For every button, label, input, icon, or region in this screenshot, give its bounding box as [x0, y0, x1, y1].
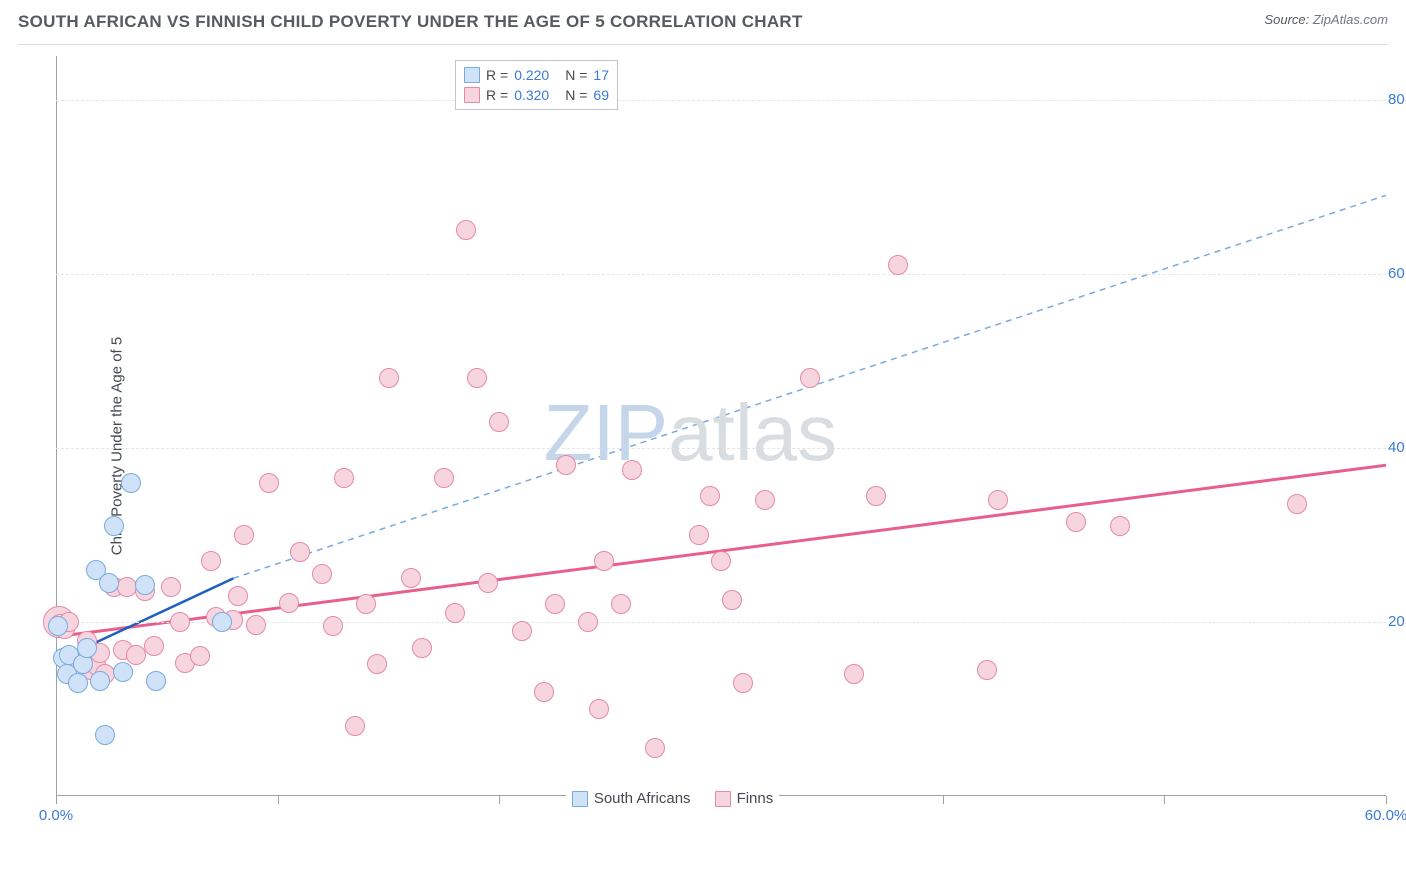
scatter-marker [259, 473, 279, 493]
gridline-h [56, 100, 1386, 101]
x-tick [278, 796, 279, 804]
scatter-marker [977, 660, 997, 680]
scatter-marker [334, 468, 354, 488]
gridline-h [56, 274, 1386, 275]
scatter-marker [135, 575, 155, 595]
gridline-h [56, 448, 1386, 449]
scatter-marker [755, 490, 775, 510]
legend-swatch [572, 791, 588, 807]
scatter-marker [611, 594, 631, 614]
scatter-marker [312, 564, 332, 584]
scatter-marker [445, 603, 465, 623]
x-tick-label: 0.0% [39, 807, 73, 824]
scatter-marker [689, 525, 709, 545]
legend-item: Finns [715, 790, 774, 807]
scatter-marker [1066, 512, 1086, 532]
scatter-marker [1287, 494, 1307, 514]
scatter-marker [48, 616, 68, 636]
chart-header: SOUTH AFRICAN VS FINNISH CHILD POVERTY U… [18, 12, 1388, 45]
watermark: ZIPatlas [544, 387, 837, 479]
legend-swatch [464, 87, 480, 103]
chart-source: Source: ZipAtlas.com [1264, 12, 1388, 27]
y-tick-label: 40.0% [1380, 439, 1406, 456]
scatter-marker [589, 699, 609, 719]
scatter-marker [77, 638, 97, 658]
stats-row: R =0.220N =17 [464, 65, 609, 85]
legend-swatch [464, 67, 480, 83]
scatter-marker [467, 368, 487, 388]
scatter-marker [279, 593, 299, 613]
scatter-marker [534, 682, 554, 702]
legend-item: South Africans [572, 790, 691, 807]
y-tick-label: 80.0% [1380, 91, 1406, 108]
chart-title: SOUTH AFRICAN VS FINNISH CHILD POVERTY U… [18, 12, 803, 32]
source-value: ZipAtlas.com [1313, 12, 1388, 27]
scatter-marker [170, 612, 190, 632]
scatter-marker [345, 716, 365, 736]
scatter-marker [722, 590, 742, 610]
scatter-marker [144, 636, 164, 656]
scatter-marker [90, 671, 110, 691]
legend-swatch [715, 791, 731, 807]
x-tick [56, 796, 57, 804]
scatter-marker [95, 725, 115, 745]
trend-lines-layer [56, 56, 1386, 826]
scatter-marker [68, 673, 88, 693]
scatter-marker [489, 412, 509, 432]
scatter-marker [201, 551, 221, 571]
scatter-marker [412, 638, 432, 658]
scatter-marker [733, 673, 753, 693]
scatter-marker [888, 255, 908, 275]
scatter-marker [478, 573, 498, 593]
scatter-marker [161, 577, 181, 597]
scatter-marker [190, 646, 210, 666]
x-tick-label: 60.0% [1365, 807, 1406, 824]
scatter-marker [622, 460, 642, 480]
scatter-marker [290, 542, 310, 562]
source-label: Source: [1264, 12, 1312, 27]
scatter-marker [356, 594, 376, 614]
scatter-marker [401, 568, 421, 588]
scatter-marker [988, 490, 1008, 510]
scatter-marker [545, 594, 565, 614]
scatter-marker [246, 615, 266, 635]
scatter-marker [711, 551, 731, 571]
scatter-plot: 20.0%40.0%60.0%80.0%0.0%60.0%ZIPatlasR =… [56, 56, 1386, 826]
x-tick [943, 796, 944, 804]
scatter-marker [456, 220, 476, 240]
scatter-marker [866, 486, 886, 506]
scatter-marker [578, 612, 598, 632]
y-axis-line [56, 56, 57, 796]
scatter-marker [434, 468, 454, 488]
scatter-marker [700, 486, 720, 506]
scatter-marker [367, 654, 387, 674]
x-tick [499, 796, 500, 804]
scatter-marker [234, 525, 254, 545]
scatter-marker [556, 455, 576, 475]
scatter-marker [800, 368, 820, 388]
x-tick [1386, 796, 1387, 804]
scatter-marker [99, 573, 119, 593]
scatter-marker [212, 612, 232, 632]
scatter-marker [512, 621, 532, 641]
scatter-marker [228, 586, 248, 606]
scatter-marker [1110, 516, 1130, 536]
scatter-marker [113, 662, 133, 682]
x-tick [1164, 796, 1165, 804]
legend-label: South Africans [594, 790, 691, 807]
scatter-marker [323, 616, 343, 636]
scatter-marker [146, 671, 166, 691]
scatter-marker [594, 551, 614, 571]
scatter-marker [121, 473, 141, 493]
y-tick-label: 20.0% [1380, 613, 1406, 630]
scatter-marker [645, 738, 665, 758]
stats-row: R =0.320N =69 [464, 85, 609, 105]
scatter-marker [844, 664, 864, 684]
legend-label: Finns [737, 790, 774, 807]
series-legend: South Africans Finns [566, 788, 779, 809]
scatter-marker [104, 516, 124, 536]
y-tick-label: 60.0% [1380, 265, 1406, 282]
scatter-marker [379, 368, 399, 388]
correlation-stats-legend: R =0.220N =17R =0.320N =69 [455, 60, 618, 110]
